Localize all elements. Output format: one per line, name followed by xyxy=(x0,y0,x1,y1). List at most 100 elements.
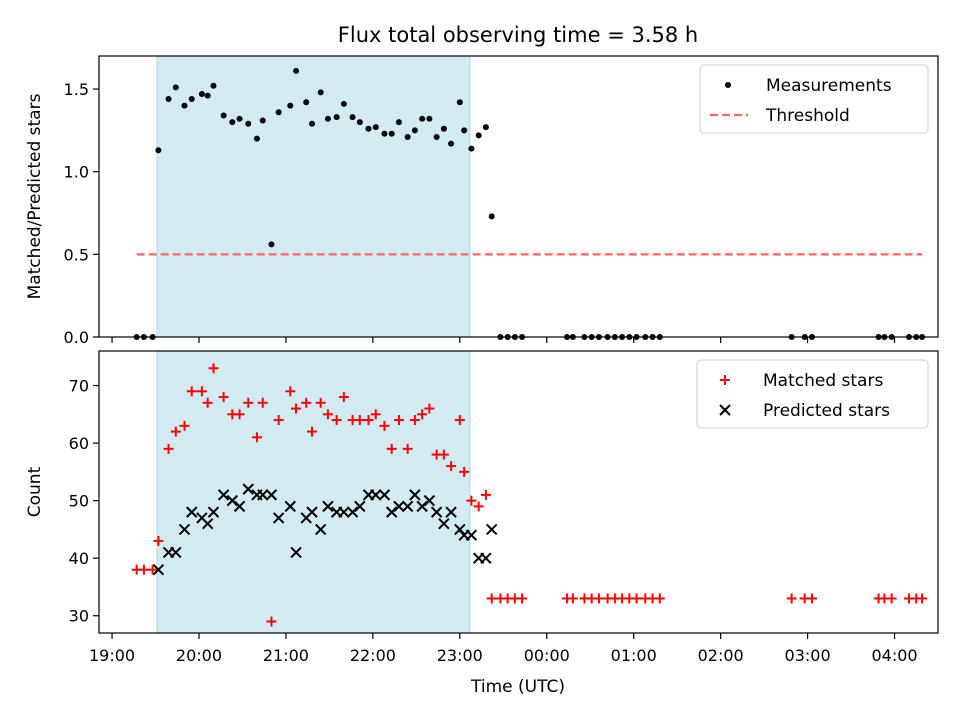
matched-star-point xyxy=(322,409,333,420)
measurement-point xyxy=(365,125,372,132)
predicted-star-point xyxy=(480,552,492,564)
predicted-star-point xyxy=(314,523,327,536)
matched-star-point xyxy=(186,386,197,397)
matched-star-point xyxy=(806,593,817,604)
legend-box xyxy=(699,64,929,134)
predicted-star-point xyxy=(378,489,391,501)
matched-star-point xyxy=(370,409,381,420)
figure-title: Flux total observing time = 3.58 h xyxy=(338,23,698,47)
legend-dot-marker xyxy=(725,82,731,88)
legend-label: Measurements xyxy=(766,76,892,96)
measurement-point xyxy=(287,102,294,109)
measurement-point xyxy=(172,84,179,91)
measurement-point xyxy=(275,109,282,116)
measurement-point xyxy=(229,119,236,126)
matched-star-point xyxy=(291,403,302,414)
y-tick-label: 0.5 xyxy=(64,245,89,264)
matched-star-point xyxy=(354,415,365,426)
observing-interval-shade xyxy=(156,350,471,634)
matched-star-point xyxy=(179,420,190,431)
matched-star-point xyxy=(917,593,928,604)
matched-star-point xyxy=(446,461,457,472)
matched-star-point xyxy=(631,593,642,604)
matched-star-point xyxy=(486,593,497,604)
predicted-star-point xyxy=(423,494,436,507)
measurement-point xyxy=(356,119,363,126)
measurement-point xyxy=(433,133,440,140)
y-tick-label: 1.0 xyxy=(64,163,89,182)
predicted-star-point xyxy=(386,506,398,518)
x-tick-label: 02:00 xyxy=(698,646,744,665)
predicted-star-point xyxy=(322,500,334,513)
predicted-star-point xyxy=(401,500,414,513)
matched-star-point xyxy=(438,449,449,460)
predicted-star-point xyxy=(370,489,382,501)
x-axis-label: Time (UTC) xyxy=(470,677,565,697)
legend-label: Predicted stars xyxy=(763,401,890,421)
matched-star-point xyxy=(218,392,229,403)
matched-star-point xyxy=(466,495,477,506)
measurement-point xyxy=(456,99,463,106)
matched-star-point xyxy=(338,392,349,403)
measurement-point xyxy=(461,127,468,134)
measurement-point xyxy=(468,145,475,152)
predicted-star-point xyxy=(152,563,165,576)
matched-star-point xyxy=(459,466,470,477)
measurement-point xyxy=(259,117,266,124)
predicted-star-point xyxy=(186,506,198,518)
measurement-point xyxy=(220,112,227,119)
y-axis-label: Matched/Predicted stars xyxy=(25,93,45,299)
x-tick-label: 22:00 xyxy=(350,646,396,665)
predicted-star-point xyxy=(306,506,318,518)
predicted-star-point xyxy=(217,489,230,501)
predicted-star-point xyxy=(170,546,182,559)
series-matched-stars xyxy=(131,363,928,627)
predicted-star-point xyxy=(257,489,269,501)
x-tick-label: 23:00 xyxy=(437,646,483,665)
matched-star-point xyxy=(654,593,665,604)
matched-star-point xyxy=(257,397,268,408)
measurement-point xyxy=(395,119,402,126)
matched-star-point xyxy=(234,409,245,420)
matched-star-point xyxy=(567,593,578,604)
matched-star-point xyxy=(170,426,181,437)
measurement-point xyxy=(349,114,356,121)
axes-frame xyxy=(98,350,939,634)
predicted-star-point xyxy=(207,506,220,518)
measurement-point xyxy=(210,82,217,89)
x-tick-label: 00:00 xyxy=(524,646,570,665)
predicted-star-point xyxy=(226,494,239,507)
measurement-point xyxy=(268,241,275,248)
predicted-star-point xyxy=(290,546,302,559)
matched-star-point xyxy=(266,616,277,627)
measurement-point xyxy=(317,89,324,96)
legend-label: Threshold xyxy=(765,106,850,126)
measurement-point xyxy=(309,120,316,127)
x-tick-label: 20:00 xyxy=(176,646,222,665)
matched-star-point xyxy=(473,501,484,512)
predicted-star-point xyxy=(201,517,214,530)
measurement-point xyxy=(293,67,300,74)
matched-star-point xyxy=(202,397,213,408)
measurement-point xyxy=(253,135,260,142)
measurement-point xyxy=(475,132,482,139)
predicted-star-point xyxy=(284,500,296,513)
legend: Matched stars Predicted stars xyxy=(696,359,929,429)
measurement-point xyxy=(155,147,162,154)
measurement-point xyxy=(411,127,418,134)
predicted-star-point xyxy=(430,506,443,518)
matched-star-point xyxy=(517,593,528,604)
top-panel: 0.0 0.5 1.0 1.5 Matched/Predicted stars Measu… xyxy=(25,55,939,347)
matched-star-point xyxy=(480,489,491,500)
axes-frame xyxy=(98,55,939,338)
matched-star-point xyxy=(363,415,374,426)
measurement-point xyxy=(419,115,426,122)
measurement-point xyxy=(388,130,395,137)
measurement-point xyxy=(198,91,205,98)
x-tick-label: 01:00 xyxy=(611,646,657,665)
matched-star-point xyxy=(386,443,397,454)
matched-star-point xyxy=(379,420,390,431)
legend-x-marker xyxy=(719,404,731,416)
y-tick-label: 50 xyxy=(69,492,89,511)
